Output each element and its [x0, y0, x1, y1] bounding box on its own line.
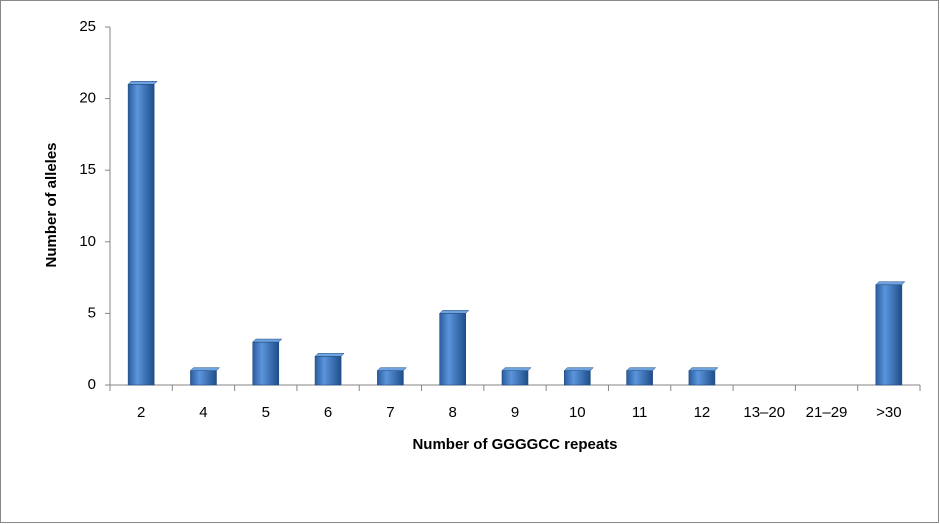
- x-tick-label: 21–29: [806, 404, 848, 421]
- bar: [875, 284, 903, 386]
- bar: [190, 370, 217, 386]
- x-tick-label: 8: [449, 404, 457, 421]
- bar: [626, 370, 653, 386]
- y-tick-label: 15: [79, 161, 96, 178]
- bar-top: [189, 367, 221, 371]
- y-tick-label: 10: [79, 233, 96, 250]
- bar-top: [376, 367, 407, 371]
- bar: [314, 356, 342, 386]
- y-tick-label: 0: [88, 376, 96, 393]
- y-tick-label: 20: [79, 90, 96, 107]
- y-tick-label: 5: [88, 304, 96, 321]
- y-tick-label: 25: [79, 18, 96, 35]
- bar-top: [501, 367, 532, 371]
- x-tick-label: 7: [386, 404, 394, 421]
- x-tick-label: 6: [324, 404, 332, 421]
- y-axis-title: Number of alleles: [43, 142, 60, 267]
- x-tick-label: >30: [876, 404, 901, 421]
- x-tick-label: 13–20: [743, 404, 785, 421]
- x-tick-label: 9: [511, 404, 519, 421]
- bar: [377, 370, 404, 386]
- bar: [439, 313, 466, 386]
- bar: [564, 370, 591, 386]
- bar: [252, 341, 280, 386]
- bar-top: [439, 310, 470, 314]
- bar: [127, 83, 155, 386]
- x-tick-label: 11: [632, 404, 648, 421]
- bar-top: [688, 367, 719, 371]
- bar-top: [875, 281, 906, 286]
- x-axis-title: Number of GGGGCC repeats: [412, 436, 617, 453]
- x-tick-label: 12: [694, 404, 711, 421]
- bar-top: [314, 353, 345, 357]
- x-tick-label: 5: [262, 404, 270, 421]
- bar-top: [127, 81, 158, 85]
- bar: [501, 370, 529, 386]
- x-tick-label: 4: [199, 404, 207, 421]
- x-tick-label: 2: [137, 404, 145, 421]
- x-tick-label: 10: [569, 404, 586, 421]
- bar-top: [252, 338, 283, 343]
- bar-top: [626, 367, 657, 371]
- bar-top: [563, 367, 594, 371]
- bar: [688, 370, 716, 386]
